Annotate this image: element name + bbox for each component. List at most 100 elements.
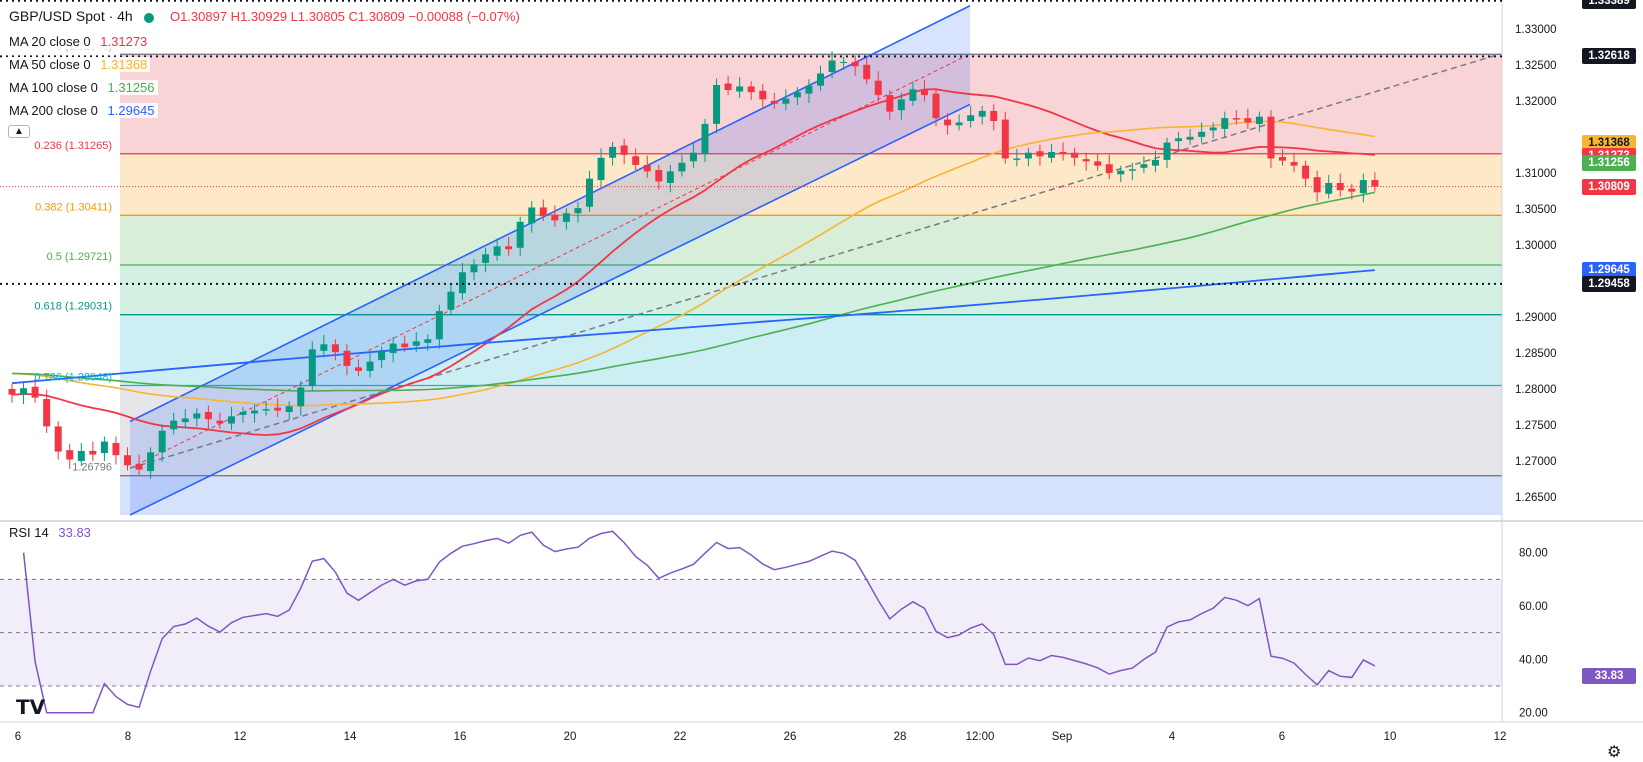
time-tick-label: 20 xyxy=(564,731,577,743)
candle-body xyxy=(366,361,374,371)
fib-label: 0.382 (1.30411) xyxy=(35,201,112,213)
candle xyxy=(401,335,409,353)
ma100-legend[interactable]: MA 100 close 0 1.31256 xyxy=(6,80,158,95)
candle-body xyxy=(1175,138,1183,142)
candle-body xyxy=(643,164,651,172)
candle-body xyxy=(1163,142,1171,160)
candle xyxy=(54,421,62,460)
candle-body xyxy=(1267,116,1275,159)
candle-body xyxy=(586,178,593,207)
candle xyxy=(944,113,952,135)
candle xyxy=(1244,108,1252,129)
candle-body xyxy=(378,351,386,361)
rsi-legend[interactable]: RSI 14 33.83 xyxy=(6,525,94,540)
candle-body xyxy=(1024,152,1032,159)
ma200-legend[interactable]: MA 200 close 0 1.29645 xyxy=(6,103,158,118)
candle-body xyxy=(770,100,778,104)
fib-label: 0.236 (1.31265) xyxy=(34,140,112,152)
candle xyxy=(666,164,674,193)
candle-body xyxy=(1186,136,1194,140)
candle xyxy=(216,412,224,429)
candle-body xyxy=(297,387,305,407)
candle-body xyxy=(678,162,686,172)
candle-body xyxy=(1059,151,1067,155)
candle xyxy=(1186,128,1194,145)
collapse-legend-button[interactable]: ▲ xyxy=(8,125,30,138)
candle-body xyxy=(447,291,455,310)
candle xyxy=(89,441,97,461)
candle xyxy=(1082,152,1090,171)
candle-body xyxy=(990,110,998,122)
candle xyxy=(516,216,524,256)
ma100-line xyxy=(11,191,1376,392)
candle-body xyxy=(8,388,16,395)
time-tick-label: 6 xyxy=(1279,731,1285,743)
candle-body xyxy=(482,254,490,263)
candle xyxy=(135,454,143,477)
price-tick-label: 1.32500 xyxy=(1515,60,1557,72)
candle xyxy=(1279,149,1286,166)
candle xyxy=(770,92,778,109)
fib-label: 0.5 (1.29721) xyxy=(47,251,112,263)
candle-body xyxy=(435,311,443,340)
ma-value: 1.31273 xyxy=(100,34,148,49)
candle xyxy=(1267,110,1275,168)
candle xyxy=(805,79,813,103)
fib-label: 0.618 (1.29031) xyxy=(34,301,112,313)
fib-zone xyxy=(120,385,1502,476)
candle xyxy=(1221,111,1229,139)
price-tag: 33.83 xyxy=(1582,667,1636,684)
candle xyxy=(493,238,501,261)
candle-body xyxy=(793,92,801,98)
tradingview-logo-icon[interactable]: 𝗧𝗩 xyxy=(16,697,46,719)
candle-body xyxy=(713,84,721,124)
time-tick-label: 6 xyxy=(15,731,21,743)
ma50-line xyxy=(11,120,1376,407)
candle-body xyxy=(31,386,39,398)
candle xyxy=(158,424,166,462)
candle-body xyxy=(181,418,189,423)
candle-body xyxy=(1001,119,1009,159)
ma50-legend[interactable]: MA 50 close 0 1.31368 xyxy=(6,57,151,72)
candle xyxy=(1175,131,1183,151)
candle xyxy=(181,409,189,429)
candle xyxy=(1371,172,1379,192)
rsi-tick-label: 60.00 xyxy=(1519,601,1548,613)
channel-upper-line xyxy=(129,5,971,423)
candle xyxy=(1128,162,1136,181)
symbol-title[interactable]: GBP/USD Spot · 4h xyxy=(9,8,133,24)
time-tick-label: 12:00 xyxy=(966,731,995,743)
candle xyxy=(863,56,871,85)
candle-body xyxy=(562,213,570,222)
candle-body xyxy=(874,80,882,96)
price-tick-label: 1.31000 xyxy=(1515,168,1557,180)
candle xyxy=(978,105,986,125)
candle xyxy=(1105,154,1113,180)
candle xyxy=(1336,173,1344,197)
candle-body xyxy=(1117,170,1125,175)
candle xyxy=(331,339,339,361)
candle xyxy=(320,334,328,358)
ma20-legend[interactable]: MA 20 close 0 1.31273 xyxy=(6,34,151,49)
fib-zone xyxy=(120,264,1502,315)
candle xyxy=(147,447,155,479)
time-tick-label: 4 xyxy=(1169,731,1176,743)
candle xyxy=(1163,137,1171,168)
fib-zone xyxy=(120,475,1502,515)
candle-body xyxy=(724,83,732,91)
candle xyxy=(793,87,801,106)
candle xyxy=(1048,144,1055,163)
gear-icon[interactable]: ⚙ xyxy=(1607,744,1622,761)
candle-body xyxy=(666,171,674,183)
time-tick-label: 8 xyxy=(125,731,131,743)
price-tick-label: 1.32000 xyxy=(1515,96,1557,108)
candle xyxy=(1209,122,1217,139)
candle-body xyxy=(331,344,339,353)
time-tick-label: 16 xyxy=(454,731,467,743)
candle-body xyxy=(1290,162,1298,166)
candle-body xyxy=(851,61,859,67)
candle xyxy=(1151,150,1159,173)
candle xyxy=(43,389,51,433)
ma-value: 1.31256 xyxy=(107,80,155,95)
